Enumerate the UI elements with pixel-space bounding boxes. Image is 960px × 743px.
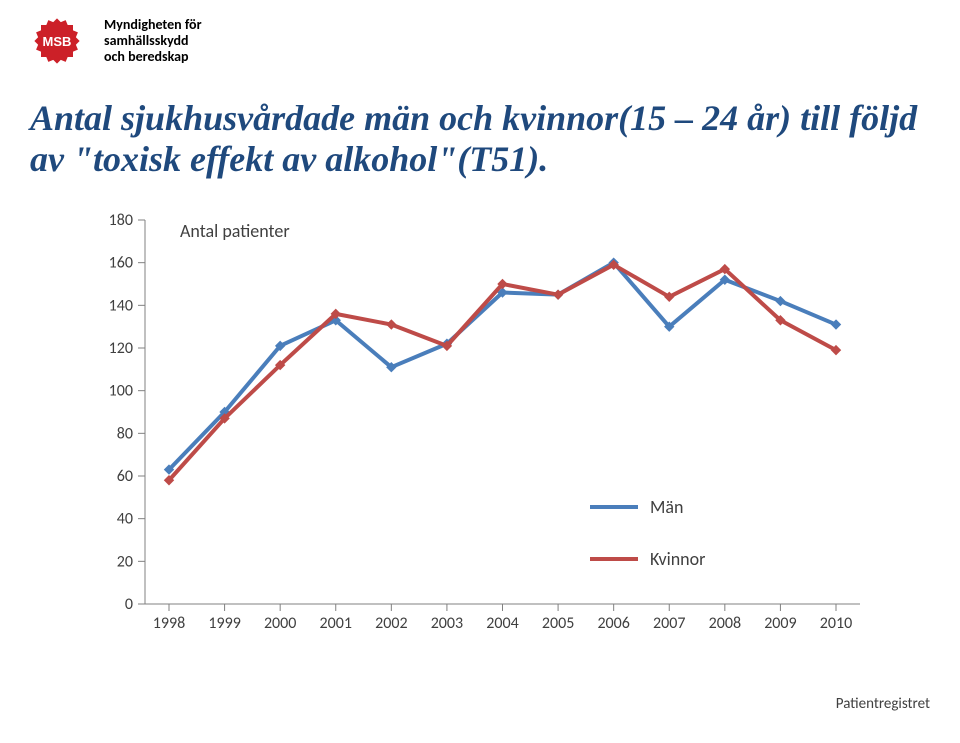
- svg-text:1998: 1998: [153, 614, 185, 633]
- chart-container: Antal patienter 0 20 40 60 80 100 120 140 160 180…: [80, 210, 880, 640]
- legend-label-men: Män: [650, 496, 683, 518]
- svg-text:2007: 2007: [653, 614, 685, 633]
- svg-text:2006: 2006: [597, 614, 629, 633]
- logo-text: Myndigheten för samhällsskydd och bereds…: [104, 17, 202, 65]
- svg-text:100: 100: [109, 382, 133, 401]
- logo-line1: Myndigheten för: [104, 17, 202, 33]
- legend-swatch-men: [590, 505, 638, 509]
- svg-text:1999: 1999: [208, 614, 240, 633]
- legend-item-women: Kvinnor: [590, 548, 705, 570]
- line-chart: 0 20 40 60 80 100 120 140 160 180 1998 1999 2000 2001…: [80, 210, 880, 640]
- svg-text:2000: 2000: [264, 614, 296, 633]
- svg-text:2004: 2004: [486, 614, 518, 633]
- svg-text:2008: 2008: [709, 614, 741, 633]
- svg-text:120: 120: [109, 339, 133, 358]
- svg-text:180: 180: [109, 211, 133, 230]
- svg-text:140: 140: [109, 296, 133, 315]
- svg-text:2009: 2009: [764, 614, 796, 633]
- svg-text:20: 20: [117, 552, 133, 571]
- svg-text:160: 160: [109, 254, 133, 273]
- msb-logo-icon: MSB: [30, 14, 98, 68]
- legend-item-men: Män: [590, 496, 705, 518]
- logo: MSB Myndigheten för samhällsskydd och be…: [30, 14, 202, 68]
- svg-text:80: 80: [117, 424, 133, 443]
- svg-text:2005: 2005: [542, 614, 574, 633]
- legend-label-women: Kvinnor: [650, 548, 705, 570]
- source-label: Patientregistret: [836, 695, 930, 713]
- logo-line3: och beredskap: [104, 49, 202, 65]
- svg-text:0: 0: [125, 595, 133, 614]
- page-title: Antal sjukhusvårdade män och kvinnor(15 …: [30, 98, 930, 181]
- svg-text:2001: 2001: [320, 614, 352, 633]
- legend-swatch-women: [590, 557, 638, 561]
- svg-text:2002: 2002: [375, 614, 407, 633]
- legend: Män Kvinnor: [590, 496, 705, 600]
- svg-text:60: 60: [117, 467, 133, 486]
- svg-text:2010: 2010: [820, 614, 852, 633]
- logo-line2: samhällsskydd: [104, 33, 202, 49]
- svg-text:2003: 2003: [431, 614, 463, 633]
- chart-ylabel: Antal patienter: [180, 220, 290, 242]
- logo-badge-text: MSB: [43, 34, 72, 49]
- svg-text:40: 40: [117, 510, 133, 529]
